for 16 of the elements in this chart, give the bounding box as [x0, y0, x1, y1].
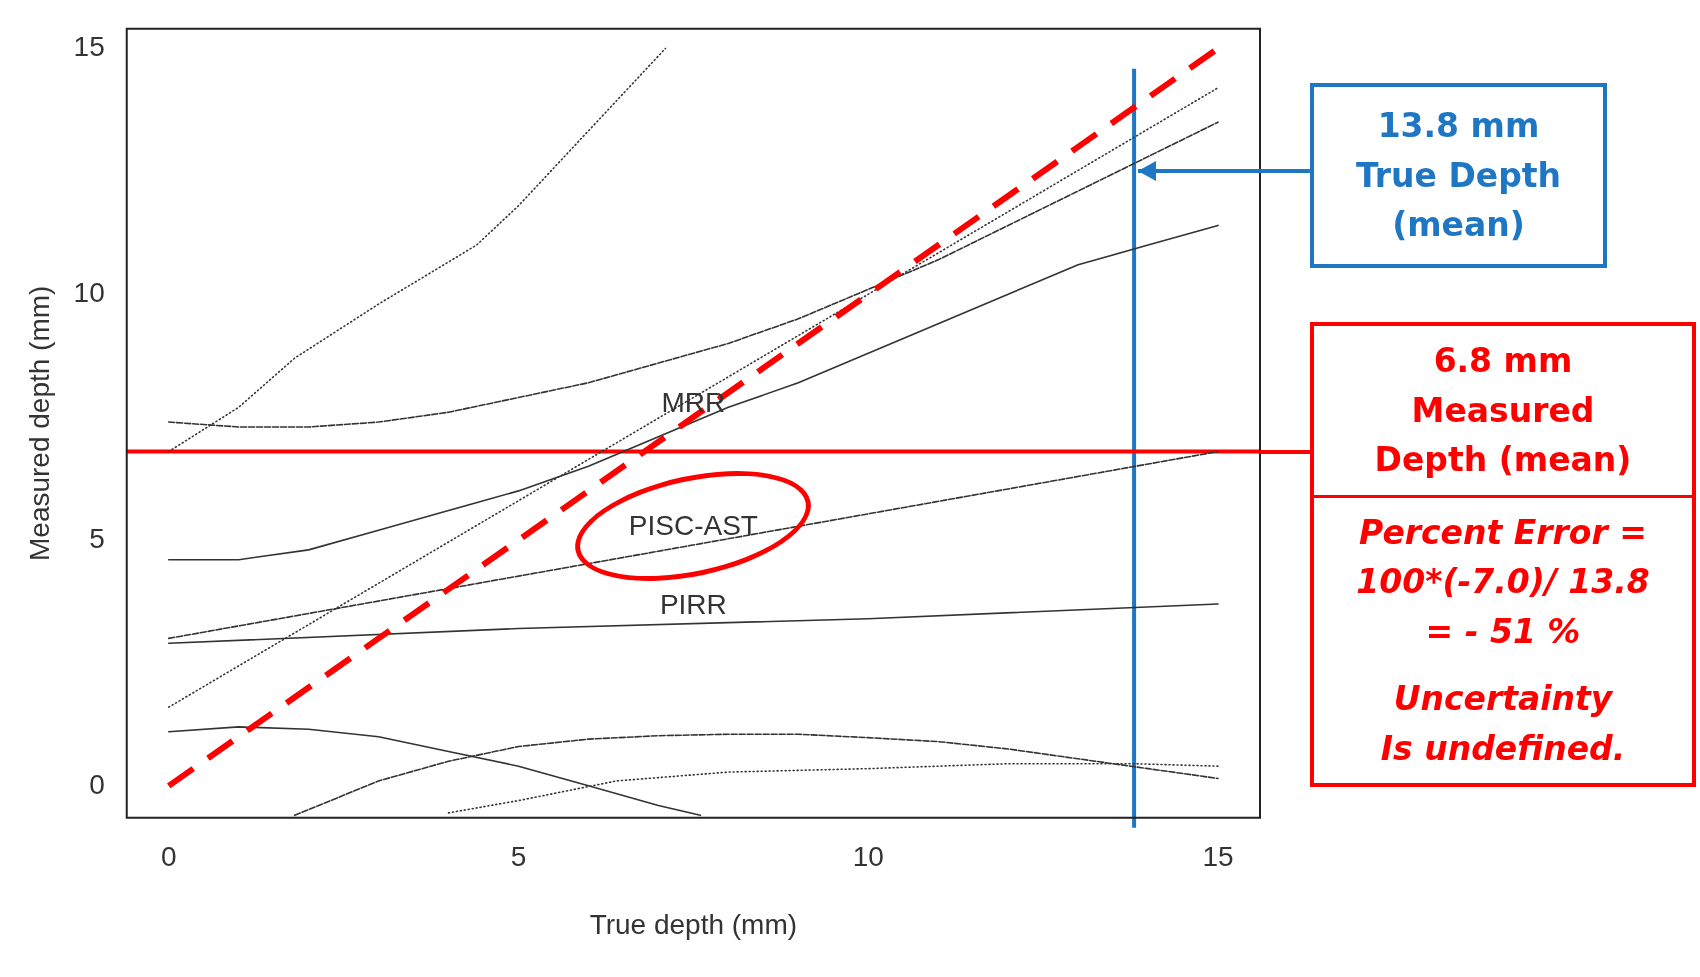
y-tick-label: 5	[89, 522, 105, 554]
y-tick-label: 15	[73, 31, 105, 63]
x-tick-label: 0	[160, 841, 177, 873]
series-label: PISC-AST	[627, 509, 759, 541]
x-tick-label: 5	[510, 841, 527, 873]
ref-line-label: 13.8 mm True Depth (mean)	[1310, 83, 1607, 268]
x-axis-title: True depth (mm)	[589, 908, 798, 940]
y-tick-label: 10	[73, 276, 105, 308]
y-tick-label: 0	[89, 768, 105, 800]
y-axis-title: Measured depth (mm)	[23, 285, 55, 562]
x-tick-label: 15	[1202, 841, 1234, 873]
x-tick-label: 10	[852, 841, 884, 873]
ref-line-label: 6.8 mm Measured Depth (mean)	[1373, 340, 1633, 481]
text: Uncertainty Is undefined.	[1379, 678, 1627, 770]
text: Percent Error = 100*(-7.0)/ 13.8 = - 51 %	[1355, 511, 1651, 653]
series-label: PIRR	[658, 588, 728, 620]
